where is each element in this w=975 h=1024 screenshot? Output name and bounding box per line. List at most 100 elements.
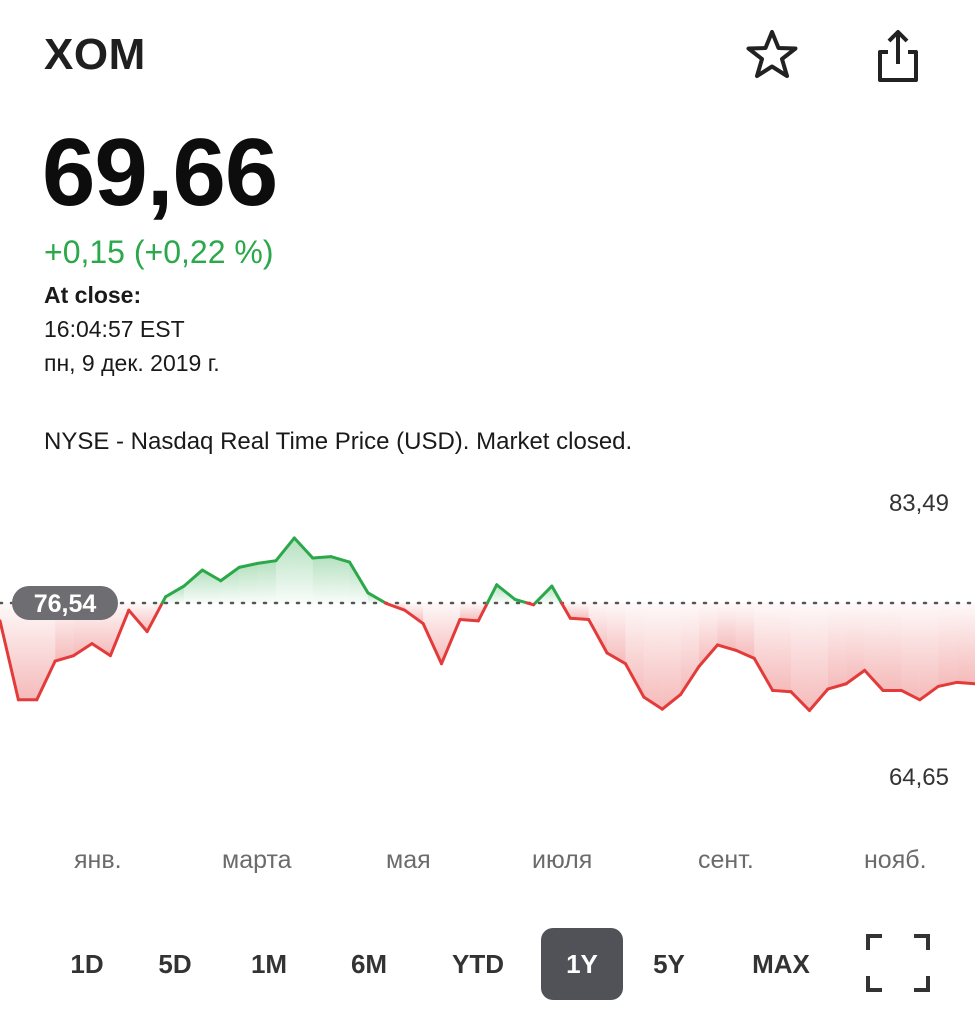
price-line-down [955,680,975,686]
fullscreen-icon[interactable] [864,932,932,994]
share-button[interactable] [866,24,930,88]
area-below-baseline [625,602,644,698]
range-low-label: 64,65 [888,764,949,791]
ticker-symbol: XOM [44,30,146,79]
price-line-down [807,687,830,713]
price-line-down [697,643,719,668]
period-5y[interactable]: 5Y [653,948,685,979]
price-line-up [513,597,529,605]
close-date: пн, 9 дек. 2019 г. [44,350,220,376]
area-below-baseline [846,602,865,684]
range-high-label: 83,49 [888,490,949,517]
period-1y[interactable]: 1Y [541,928,623,1000]
area-below-baseline [423,602,442,664]
exchange-note: NYSE - Nasdaq Real Time Price (USD). Mar… [44,428,633,455]
price-line-down [72,642,94,658]
area-below-baseline [735,602,755,659]
price-line-down [826,682,848,691]
area-above-baseline [257,560,276,603]
price-line-down [458,618,480,623]
price-line-down [35,659,57,702]
period-5d[interactable]: 5D [158,948,192,979]
area-below-baseline [36,602,56,700]
price-line-down [771,688,793,694]
price-line-down [918,684,940,702]
price-line-down [384,601,407,612]
price-line-up [200,568,223,583]
area-below-baseline [938,602,957,687]
period-1d[interactable]: 1D [70,948,104,979]
price-chart[interactable]: 76,54 [0,480,975,810]
price-line-down [587,618,609,655]
price-line-down [789,690,811,713]
area-below-baseline [459,602,479,621]
area-above-baseline [239,563,258,603]
area-below-baseline [791,602,810,711]
price-line-down [560,601,572,620]
area-below-baseline [901,602,920,700]
x-axis-label-mar: марта [222,846,292,874]
price-line-up [329,555,352,564]
area-below-baseline [772,602,792,692]
x-axis-label-jul: июля [532,846,593,874]
area-below-baseline [607,602,626,664]
area-below-baseline [809,602,828,711]
area-below-baseline [754,602,773,691]
x-axis-label-may: мая [386,846,431,874]
price-line-down [899,688,922,702]
price-line-down [936,680,959,688]
price-line-down [844,668,867,686]
baseline-badge [12,585,118,620]
price-line-down [145,601,164,634]
area-above-baseline [331,556,350,603]
area-below-baseline [956,602,975,684]
area-above-baseline [275,537,295,603]
price-line-down [127,608,149,634]
x-axis-label-jan: янв. [74,846,122,874]
period-selector: 1D 5D 1M 6M YTD 1Y 5Y MAX [0,928,975,1002]
price-line-down [623,662,646,699]
price-line-down [642,695,664,711]
price-line-down [752,656,775,692]
price-line-up [533,584,554,605]
price-line-up [292,536,315,560]
area-below-baseline [643,602,663,710]
area-below-baseline [883,602,902,691]
price-line-up [366,591,387,605]
price-line-down [568,616,591,622]
price-line-up [237,561,260,569]
share-icon [878,30,918,82]
price-line-down [0,619,20,702]
period-max[interactable]: MAX [752,948,810,979]
watchlist-star-button[interactable] [740,24,804,88]
price-line-down [476,601,489,623]
area-below-baseline [864,602,884,691]
price-line-up [256,559,278,565]
area-below-baseline [18,602,37,700]
close-time: 16:04:57 EST [44,316,185,342]
price-line-up [311,555,333,560]
area-above-baseline [183,570,203,603]
price-line-down [605,651,627,666]
price-line-down [734,648,756,660]
period-ytd[interactable]: YTD [452,948,504,979]
star-outline-icon [746,30,798,78]
price-change: +0,15 (+0,22 %) [44,234,274,270]
price-line-down [53,654,76,663]
period-6m[interactable]: 6M [350,948,388,979]
baseline-value-label: 76,54 [34,590,97,618]
area-above-baseline [312,556,332,603]
close-label: At close: [44,282,142,308]
x-axis-label-nov: нояб. [864,846,927,874]
area-below-baseline [441,602,460,664]
price-line-up [219,565,241,583]
area-below-baseline [570,602,589,620]
x-axis-label-sep: сент. [698,846,754,874]
area-above-baseline [220,567,240,603]
area-below-baseline [827,602,847,690]
area-below-baseline [588,602,608,653]
price-line-down [421,622,444,666]
area-below-baseline [662,602,681,710]
price-line-up [182,568,204,588]
period-1m[interactable]: 1M [250,948,288,979]
